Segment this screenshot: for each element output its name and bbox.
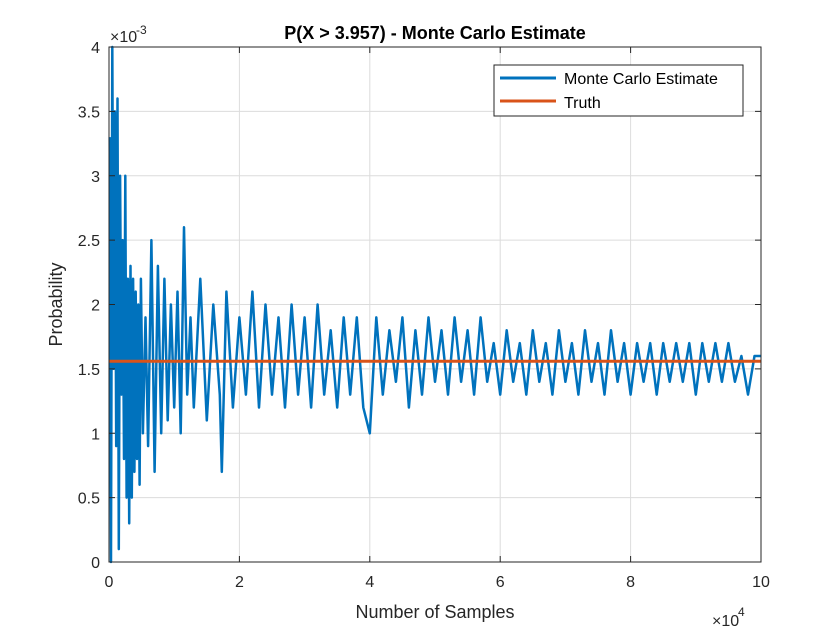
x-tick-label: 10 <box>752 574 770 591</box>
x-exponent-label: ×10 4 <box>712 605 745 630</box>
legend-label-monte-carlo: Monte Carlo Estimate <box>564 71 718 88</box>
y-tick-label: 2 <box>91 298 100 315</box>
series-layer <box>108 45 761 564</box>
chart-title: P(X > 3.957) - Monte Carlo Estimate <box>284 23 586 43</box>
legend: Monte Carlo Estimate Truth <box>493 64 744 117</box>
y-tick-label: 1 <box>91 426 100 443</box>
y-tick-label: 0.5 <box>78 491 100 508</box>
y-tick-label: 2.5 <box>78 233 100 250</box>
x-axis-label: Number of Samples <box>355 602 514 622</box>
legend-box <box>493 64 744 117</box>
x-tick-label: 2 <box>235 574 244 591</box>
x-exponent-base: ×10 <box>712 613 739 630</box>
x-tick-label: 6 <box>496 574 505 591</box>
x-tick-label: 0 <box>105 574 114 591</box>
x-tick-label: 4 <box>365 574 374 591</box>
y-exponent-base: ×10 <box>110 29 137 46</box>
y-tick-label: 3.5 <box>78 104 100 121</box>
x-exponent-power: 4 <box>738 605 745 619</box>
y-axis-label: Probability <box>46 262 66 346</box>
y-tick-label: 1.5 <box>78 362 100 379</box>
y-tick-label: 0 <box>91 555 100 572</box>
y-tick-label: 4 <box>91 40 100 57</box>
ticks: 0 2 4 6 8 10 0 0.5 1 1.5 2 2.5 3 3.5 4 <box>78 40 770 591</box>
x-tick-label: 8 <box>626 574 635 591</box>
y-exponent-power: -3 <box>136 23 147 37</box>
y-tick-label: 3 <box>91 169 100 186</box>
legend-label-truth: Truth <box>564 95 601 112</box>
y-exponent-label: ×10 -3 <box>110 23 147 46</box>
